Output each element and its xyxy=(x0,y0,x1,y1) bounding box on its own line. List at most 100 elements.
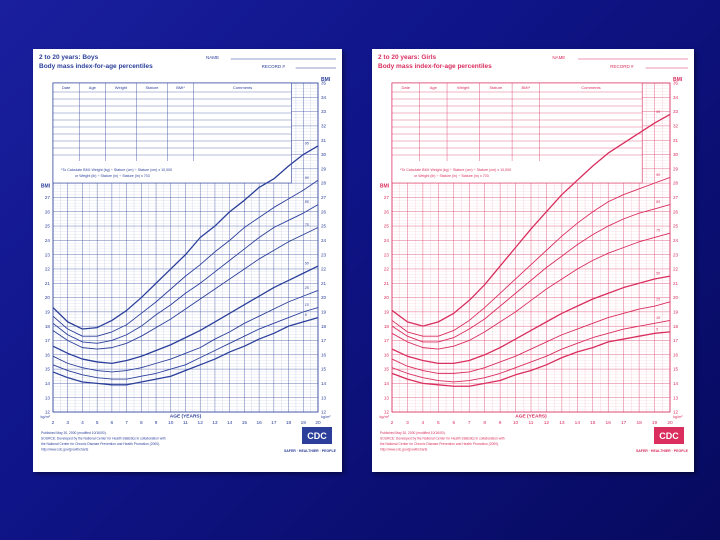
y-tick-label-left: 16 xyxy=(384,352,390,357)
bmi-axis-label-right: BMI xyxy=(321,77,331,83)
y-tick-label-left: 17 xyxy=(45,338,51,343)
x-tick-label: 8 xyxy=(140,420,143,426)
table-header-cell: Weight xyxy=(457,85,470,90)
y-tick-label-right: 32 xyxy=(321,124,327,129)
x-tick-label: 13 xyxy=(559,420,565,426)
x-tick-label: 18 xyxy=(286,420,292,426)
boys-bmi-chart: 2 to 20 years: Boys Body mass index-for-a… xyxy=(39,54,337,453)
y-tick-label-right: 29 xyxy=(673,166,679,171)
bmi-axis-label-left: BMI xyxy=(380,184,390,190)
x-tick-label: 13 xyxy=(212,420,218,426)
x-tick-label: 7 xyxy=(468,420,471,426)
percentile-label: 95 xyxy=(305,141,309,145)
y-tick-label-right: 22 xyxy=(673,267,679,272)
y-tick-label-right: 26 xyxy=(673,209,679,214)
x-tick-label: 5 xyxy=(96,420,99,426)
y-tick-label-left: 19 xyxy=(45,309,51,314)
y-tick-label-right: 28 xyxy=(321,181,327,186)
y-tick-label-right: 23 xyxy=(673,252,679,257)
percentile-label: 90 xyxy=(305,176,309,180)
x-tick-label: 3 xyxy=(406,420,409,426)
percentile-curve xyxy=(52,289,319,373)
percentile-curve xyxy=(391,113,671,327)
percentile-curve xyxy=(52,204,319,344)
y-tick-label-left: 24 xyxy=(45,238,51,243)
percentile-label: 75 xyxy=(305,223,309,227)
cdc-tagline: SAFER · HEALTHIER · PEOPLE xyxy=(284,449,337,453)
y-tick-label-left: 21 xyxy=(384,281,390,286)
percentile-curve xyxy=(391,275,671,365)
y-tick-label-right: 21 xyxy=(673,281,679,286)
x-tick-label: 2 xyxy=(52,420,55,426)
percentile-curve xyxy=(52,145,319,330)
percentile-curve xyxy=(391,232,671,350)
y-tick-label-right: 23 xyxy=(321,252,327,257)
chart-title-line2: Body mass index-for-age percentiles xyxy=(378,63,492,70)
percentile-label: 10 xyxy=(305,303,309,307)
y-tick-label-left: 13 xyxy=(384,395,390,400)
y-tick-label-left: 14 xyxy=(45,381,51,386)
y-tick-label-right: 25 xyxy=(673,224,679,229)
table-header-cell: BMI* xyxy=(522,85,531,90)
chart-title-line2: Body mass index-for-age percentiles xyxy=(39,63,153,70)
x-tick-label: 20 xyxy=(315,420,321,426)
y-tick-label-right: 17 xyxy=(673,338,679,343)
bmi-axis-label-left: BMI xyxy=(41,184,51,190)
y-tick-label-right: 31 xyxy=(673,138,679,143)
y-tick-label-right: 34 xyxy=(673,95,679,100)
cdc-logo: CDC xyxy=(654,427,684,444)
table-header-cell: Stature xyxy=(489,85,503,90)
unit-label-right: kg/m² xyxy=(673,415,683,419)
x-tick-label: 6 xyxy=(452,420,455,426)
girls-bmi-chart: 2 to 20 years: Girls Body mass index-for-… xyxy=(378,54,689,453)
table-header-cell: Age xyxy=(89,85,97,90)
table-header-cell: Comments xyxy=(581,85,600,90)
x-tick-label: 4 xyxy=(81,420,84,426)
percentile-curve xyxy=(391,176,671,337)
y-tick-label-right: 27 xyxy=(673,195,679,200)
y-tick-label-left: 12 xyxy=(45,410,51,415)
percentile-label: 5 xyxy=(656,327,658,331)
footer-text: SOURCE: Developed by the National Center… xyxy=(41,437,166,441)
x-tick-label: 14 xyxy=(575,420,581,426)
x-tick-label: 8 xyxy=(483,420,486,426)
x-tick-label: 10 xyxy=(168,420,174,426)
cdc-tagline: SAFER · HEALTHIER · PEOPLE xyxy=(636,449,689,453)
percentile-curve xyxy=(52,227,319,350)
y-tick-label-right: 14 xyxy=(321,381,327,386)
y-tick-label-left: 26 xyxy=(384,209,390,214)
cdc-logo: CDC xyxy=(302,427,332,444)
y-tick-label-right: 17 xyxy=(321,338,327,343)
x-tick-label: 6 xyxy=(111,420,114,426)
y-tick-label-right: 33 xyxy=(673,109,679,114)
unit-label-left: kg/m² xyxy=(380,415,390,419)
chart-title-line1: 2 to 20 years: Boys xyxy=(39,54,99,61)
y-tick-label-right: 15 xyxy=(321,367,327,372)
y-tick-label-right: 25 xyxy=(321,224,327,229)
y-tick-label-right: 14 xyxy=(673,381,679,386)
y-tick-label-left: 20 xyxy=(384,295,390,300)
cdc-logo-text: CDC xyxy=(659,431,679,441)
percentile-curve xyxy=(391,204,671,343)
x-tick-label: 2 xyxy=(391,420,394,426)
table-header-cell: Weight xyxy=(115,85,128,90)
unit-label-right: kg/m² xyxy=(321,415,331,419)
footer-text: SOURCE: Developed by the National Center… xyxy=(380,437,505,441)
y-tick-label-right: 13 xyxy=(673,395,679,400)
percentile-curve xyxy=(391,301,671,374)
x-tick-label: 11 xyxy=(183,420,188,426)
bmi-formula-line2: or Weight (lb) ÷ Stature (in) ÷ Stature … xyxy=(75,174,150,178)
table-header-cell: Comments xyxy=(233,85,252,90)
girls-bmi-chart-sheet: 2 to 20 years: Girls Body mass index-for-… xyxy=(372,49,694,472)
bmi-axis-label-right: BMI xyxy=(673,77,683,83)
y-tick-label-right: 19 xyxy=(673,309,679,314)
y-tick-label-left: 18 xyxy=(45,324,51,329)
x-tick-label: 15 xyxy=(590,420,596,426)
name-label: NAME xyxy=(552,55,565,60)
x-tick-label: 11 xyxy=(529,420,534,426)
y-tick-label-right: 12 xyxy=(321,410,327,415)
table-header-cell: Stature xyxy=(146,85,160,90)
y-tick-label-right: 32 xyxy=(673,124,679,129)
footer-text: the National Center for Chronic Disease … xyxy=(41,442,160,446)
x-tick-label: 12 xyxy=(544,420,550,426)
